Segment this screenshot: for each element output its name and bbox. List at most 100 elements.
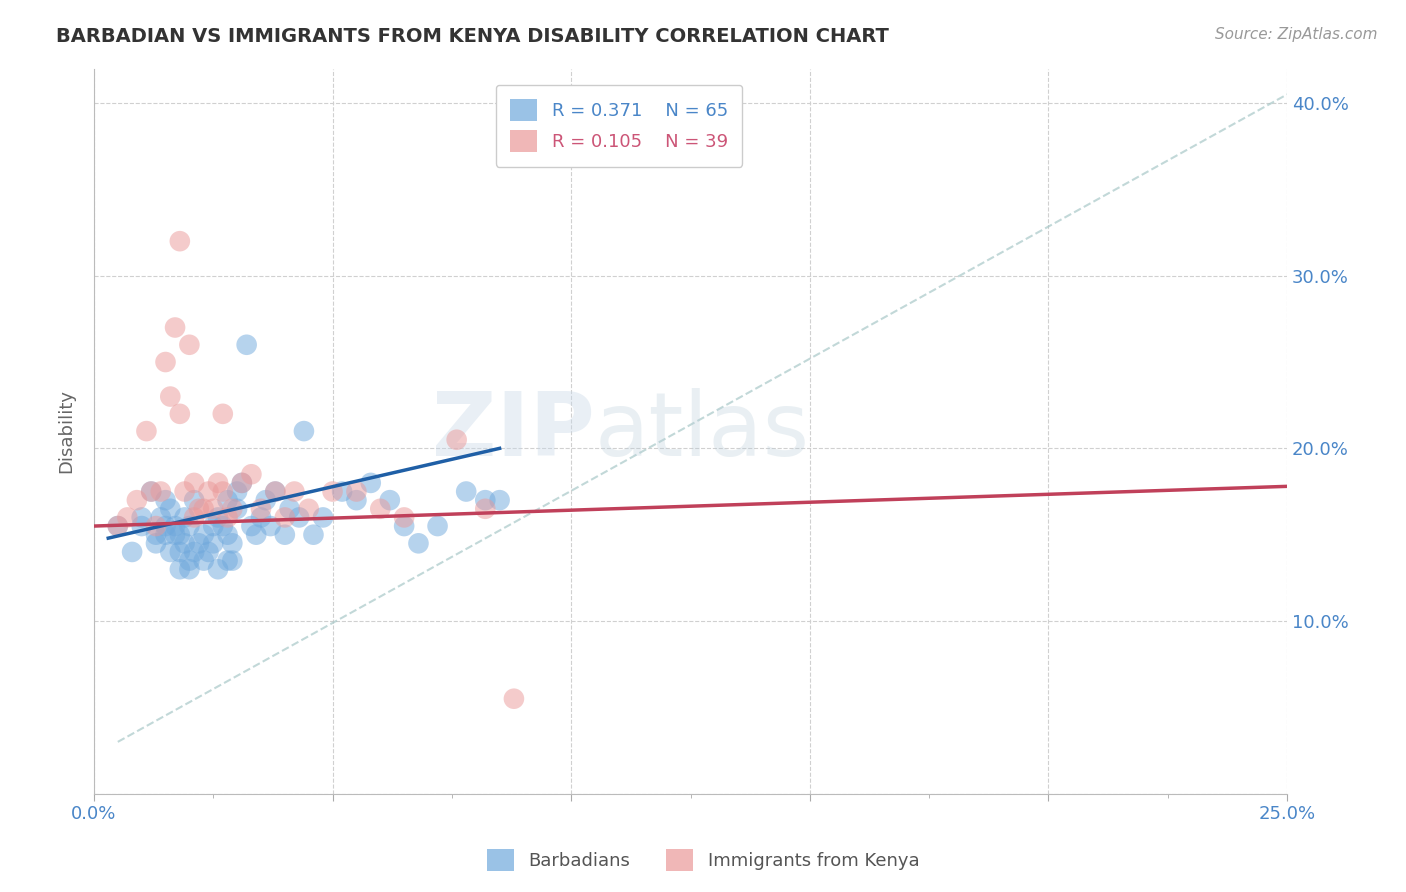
- Point: [211, 407, 233, 421]
- Point: [426, 519, 449, 533]
- Point: [456, 484, 478, 499]
- Point: [141, 484, 163, 499]
- Point: [202, 519, 225, 533]
- Point: [392, 510, 415, 524]
- Point: [221, 536, 243, 550]
- Point: [283, 484, 305, 499]
- Point: [169, 545, 191, 559]
- Point: [207, 475, 229, 490]
- Point: [155, 519, 177, 533]
- Point: [207, 562, 229, 576]
- Point: [264, 484, 287, 499]
- Point: [392, 519, 415, 533]
- Point: [165, 320, 187, 334]
- Point: [183, 493, 205, 508]
- Point: [278, 501, 301, 516]
- Point: [173, 536, 195, 550]
- Text: Source: ZipAtlas.com: Source: ZipAtlas.com: [1215, 27, 1378, 42]
- Legend: R = 0.371    N = 65, R = 0.105    N = 39: R = 0.371 N = 65, R = 0.105 N = 39: [495, 85, 742, 167]
- Point: [169, 234, 191, 248]
- Point: [107, 519, 129, 533]
- Point: [312, 510, 335, 524]
- Point: [187, 536, 209, 550]
- Point: [145, 527, 167, 541]
- Point: [179, 553, 201, 567]
- Point: [346, 493, 368, 508]
- Point: [169, 562, 191, 576]
- Point: [226, 501, 249, 516]
- Point: [159, 390, 181, 404]
- Point: [197, 484, 219, 499]
- Point: [183, 475, 205, 490]
- Point: [408, 536, 430, 550]
- Point: [117, 510, 139, 524]
- Point: [378, 493, 401, 508]
- Legend: Barbadians, Immigrants from Kenya: Barbadians, Immigrants from Kenya: [479, 842, 927, 879]
- Text: atlas: atlas: [595, 388, 810, 475]
- Point: [125, 493, 148, 508]
- Point: [235, 338, 257, 352]
- Point: [360, 475, 382, 490]
- Point: [131, 510, 153, 524]
- Point: [474, 501, 496, 516]
- Point: [149, 484, 172, 499]
- Point: [217, 510, 239, 524]
- Point: [155, 493, 177, 508]
- Point: [173, 484, 195, 499]
- Point: [107, 519, 129, 533]
- Point: [330, 484, 353, 499]
- Point: [488, 493, 510, 508]
- Point: [202, 536, 225, 550]
- Point: [474, 493, 496, 508]
- Point: [169, 407, 191, 421]
- Point: [135, 424, 157, 438]
- Point: [217, 527, 239, 541]
- Point: [221, 501, 243, 516]
- Y-axis label: Disability: Disability: [58, 389, 75, 473]
- Point: [159, 545, 181, 559]
- Point: [288, 510, 311, 524]
- Point: [503, 691, 526, 706]
- Point: [183, 510, 205, 524]
- Point: [145, 536, 167, 550]
- Point: [193, 527, 215, 541]
- Point: [322, 484, 344, 499]
- Point: [446, 433, 468, 447]
- Point: [264, 484, 287, 499]
- Point: [254, 493, 277, 508]
- Point: [245, 527, 267, 541]
- Point: [368, 501, 391, 516]
- Point: [179, 338, 201, 352]
- Point: [169, 527, 191, 541]
- Text: BARBADIAN VS IMMIGRANTS FROM KENYA DISABILITY CORRELATION CHART: BARBADIAN VS IMMIGRANTS FROM KENYA DISAB…: [56, 27, 889, 45]
- Point: [155, 527, 177, 541]
- Point: [240, 467, 263, 482]
- Point: [221, 553, 243, 567]
- Point: [302, 527, 325, 541]
- Point: [159, 501, 181, 516]
- Point: [179, 519, 201, 533]
- Point: [202, 501, 225, 516]
- Point: [145, 519, 167, 533]
- Point: [187, 501, 209, 516]
- Point: [211, 484, 233, 499]
- Point: [121, 545, 143, 559]
- Point: [217, 493, 239, 508]
- Point: [165, 519, 187, 533]
- Point: [250, 510, 273, 524]
- Point: [217, 553, 239, 567]
- Point: [298, 501, 321, 516]
- Point: [250, 501, 273, 516]
- Point: [197, 545, 219, 559]
- Text: ZIP: ZIP: [432, 388, 595, 475]
- Point: [211, 519, 233, 533]
- Point: [179, 562, 201, 576]
- Point: [183, 545, 205, 559]
- Point: [173, 510, 195, 524]
- Point: [274, 527, 297, 541]
- Point: [193, 553, 215, 567]
- Point: [240, 519, 263, 533]
- Point: [155, 355, 177, 369]
- Point: [274, 510, 297, 524]
- Point: [165, 527, 187, 541]
